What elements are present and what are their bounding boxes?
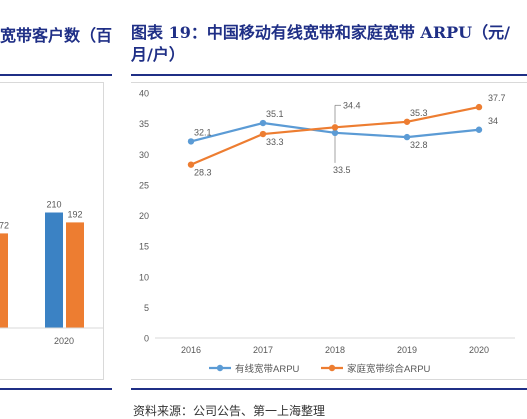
data-label: 34 xyxy=(488,116,498,126)
legend-label: 家庭宽带综合ARPU xyxy=(347,363,431,375)
y-tick-label: 35 xyxy=(139,119,149,129)
y-tick-label: 25 xyxy=(139,180,149,190)
data-label: 33.5 xyxy=(333,165,351,175)
y-tick-label: 0 xyxy=(144,334,149,344)
data-label: 35.1 xyxy=(266,109,284,119)
y-tick-label: 5 xyxy=(144,303,149,313)
data-point xyxy=(475,103,483,111)
x-tick-label: 2018 xyxy=(325,345,345,355)
source-note: 资料来源：公司公告、第一上海整理 xyxy=(133,404,326,418)
data-label: 34.4 xyxy=(343,100,361,110)
right-chart-area: 0 5 10 15 20 25 30 35 40 2016 2017 2018 2019 2020 32.1… xyxy=(131,82,527,380)
data-point xyxy=(331,124,339,131)
y-tick-label: 30 xyxy=(139,150,149,160)
bar xyxy=(45,212,63,328)
left-chart-title: 宽带客户数（百 xyxy=(0,26,112,45)
x-tick-label: 2017 xyxy=(253,345,273,355)
right-bottom-rule xyxy=(131,388,527,390)
bar-data-label: 192 xyxy=(67,209,82,219)
y-tick-label: 20 xyxy=(139,211,149,221)
left-chart-panel: 宽带客户数（百 72 210 192 2020 xyxy=(0,0,112,414)
data-label: 37.7 xyxy=(488,93,506,103)
bar-data-label: 210 xyxy=(46,200,61,210)
data-point xyxy=(403,118,411,125)
bar xyxy=(66,222,84,328)
legend-marker xyxy=(328,364,336,372)
left-chart-area: 72 210 192 2020 xyxy=(0,82,104,380)
x-tick-label: 2019 xyxy=(397,345,417,355)
x-tick-label: 2020 xyxy=(54,336,74,346)
x-tick-label: 2020 xyxy=(469,345,489,355)
data-point xyxy=(259,130,267,138)
data-label: 32.8 xyxy=(410,140,428,150)
data-label: 28.3 xyxy=(194,168,212,178)
data-label: 35.3 xyxy=(410,108,428,118)
data-point xyxy=(403,133,411,141)
legend-label: 有线宽带ARPU xyxy=(235,363,300,375)
bar-data-label: 72 xyxy=(0,220,9,230)
data-point xyxy=(475,126,483,133)
data-label: 32.1 xyxy=(194,127,212,137)
data-point xyxy=(259,119,267,127)
data-point xyxy=(187,161,195,168)
right-chart-title: 图表 19：中国移动有线宽带和家庭宽带 ARPU（元/月/户） xyxy=(131,23,510,64)
x-tick-label: 2016 xyxy=(181,345,201,355)
bar xyxy=(0,233,8,328)
data-point xyxy=(331,129,339,137)
legend-marker xyxy=(216,364,224,372)
data-point xyxy=(187,138,195,145)
y-tick-label: 40 xyxy=(139,89,149,99)
data-label: 33.3 xyxy=(266,137,284,147)
left-title-rule xyxy=(0,74,112,76)
left-bottom-rule xyxy=(0,388,112,390)
right-title-rule xyxy=(131,74,527,76)
y-tick-label: 15 xyxy=(139,242,149,252)
y-tick-label: 10 xyxy=(139,272,149,282)
arpu-line-chart: 0 5 10 15 20 25 30 35 40 2016 2017 2018 2019 2020 32.1… xyxy=(139,89,515,375)
left-bar-chart: 72 210 192 2020 xyxy=(0,200,103,346)
